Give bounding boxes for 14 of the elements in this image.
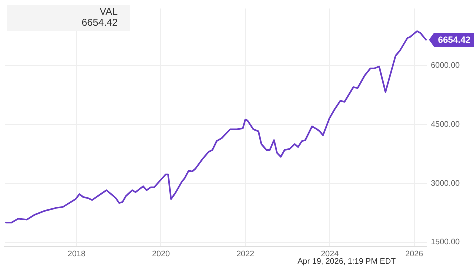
y-tick-label: 4500.00 xyxy=(431,120,461,129)
y-tick-label: 1500.00 xyxy=(431,238,461,247)
x-tick-label: 2026 xyxy=(406,249,424,258)
x-tick-label: 2020 xyxy=(152,249,171,258)
x-tick-label: 2018 xyxy=(68,249,86,258)
annotation: 6654.42 xyxy=(80,18,118,29)
x-tick-label: 2024 xyxy=(321,249,340,258)
y-tick-label: 6000.00 xyxy=(431,60,461,70)
annotation: VAL xyxy=(98,7,118,18)
text: Apr 19, 2026, 1:19 PM EDT xyxy=(298,257,396,266)
x-tick-label: 2022 xyxy=(236,249,256,258)
info-panel: VAL 6654.42 xyxy=(7,5,130,31)
y-tick-label: 3000.00 xyxy=(431,178,461,188)
annotation: 6654.42 xyxy=(438,35,471,46)
